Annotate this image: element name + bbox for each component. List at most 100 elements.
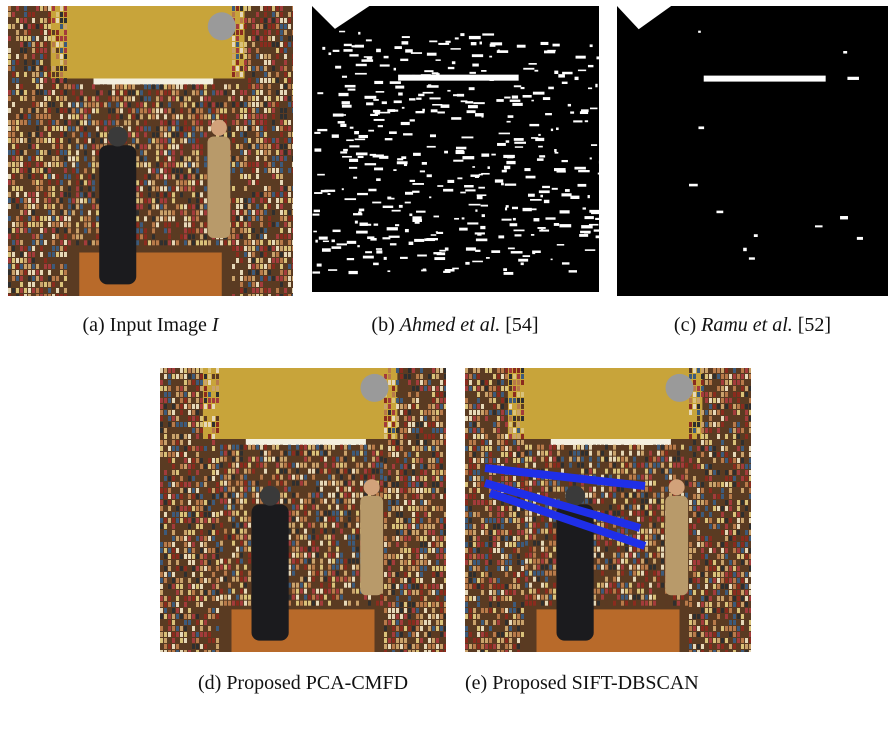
book (392, 644, 395, 649)
book (232, 475, 235, 480)
book (184, 102, 187, 107)
book (196, 126, 199, 131)
detection (504, 166, 510, 169)
book (96, 162, 99, 167)
book (40, 270, 43, 275)
book (196, 132, 199, 137)
book (196, 554, 199, 559)
detection (348, 271, 357, 274)
book (64, 288, 67, 293)
book (32, 216, 35, 221)
book (312, 469, 315, 474)
book (204, 554, 207, 559)
book (332, 571, 335, 576)
book (100, 114, 103, 119)
detection (486, 257, 490, 259)
book (168, 488, 171, 493)
book (200, 596, 203, 601)
book (240, 517, 243, 522)
book (384, 548, 387, 553)
detection (467, 222, 478, 224)
book (352, 499, 355, 504)
detection (570, 111, 574, 113)
sift-dbscan-result (465, 368, 751, 652)
book (276, 222, 279, 227)
book (240, 174, 243, 179)
detection (390, 81, 401, 84)
detection (405, 192, 413, 195)
book (248, 463, 251, 468)
book (64, 216, 67, 221)
book (489, 392, 492, 397)
book (248, 114, 251, 119)
book (168, 84, 171, 89)
book (48, 204, 51, 209)
book (192, 180, 195, 185)
book (164, 608, 167, 613)
book (440, 422, 443, 427)
book (36, 276, 39, 281)
mirror (361, 374, 389, 402)
book (64, 174, 67, 179)
book (36, 72, 39, 77)
book (212, 428, 215, 433)
book (240, 222, 243, 227)
book (292, 210, 293, 215)
book (20, 120, 23, 125)
book (196, 488, 199, 493)
book (428, 536, 431, 541)
book (192, 590, 195, 595)
book (180, 452, 183, 457)
book (60, 270, 63, 275)
book (384, 494, 387, 499)
book (388, 446, 391, 451)
book (184, 240, 187, 245)
detection (383, 206, 394, 208)
book (136, 240, 139, 245)
detection (523, 68, 534, 70)
book (160, 560, 163, 565)
book (416, 380, 419, 385)
book (44, 72, 47, 77)
book (100, 102, 103, 107)
book (296, 547, 299, 552)
book (400, 506, 403, 511)
book (236, 499, 239, 504)
book (501, 422, 504, 427)
book (236, 571, 239, 576)
book (444, 398, 446, 403)
book (24, 186, 27, 191)
book (192, 216, 195, 221)
book (240, 288, 243, 293)
book (128, 108, 131, 113)
book (136, 108, 139, 113)
book (184, 632, 187, 637)
book (176, 228, 179, 233)
book (20, 114, 23, 119)
book (320, 565, 323, 570)
book (236, 54, 239, 59)
book (308, 577, 311, 582)
book (364, 469, 367, 474)
book (208, 548, 211, 553)
detection (579, 234, 588, 237)
book (469, 584, 472, 589)
book (212, 90, 215, 95)
book (64, 162, 67, 167)
book (68, 174, 71, 179)
book (316, 571, 319, 576)
detection (581, 225, 593, 228)
book (236, 102, 239, 107)
book (477, 398, 480, 403)
book (300, 475, 303, 480)
book (256, 36, 259, 41)
book (32, 162, 35, 167)
book (248, 72, 251, 77)
book (152, 216, 155, 221)
book (384, 416, 387, 421)
detection (594, 229, 599, 231)
detection (423, 269, 426, 272)
book (168, 90, 171, 95)
book (216, 428, 219, 433)
detection (344, 44, 352, 46)
